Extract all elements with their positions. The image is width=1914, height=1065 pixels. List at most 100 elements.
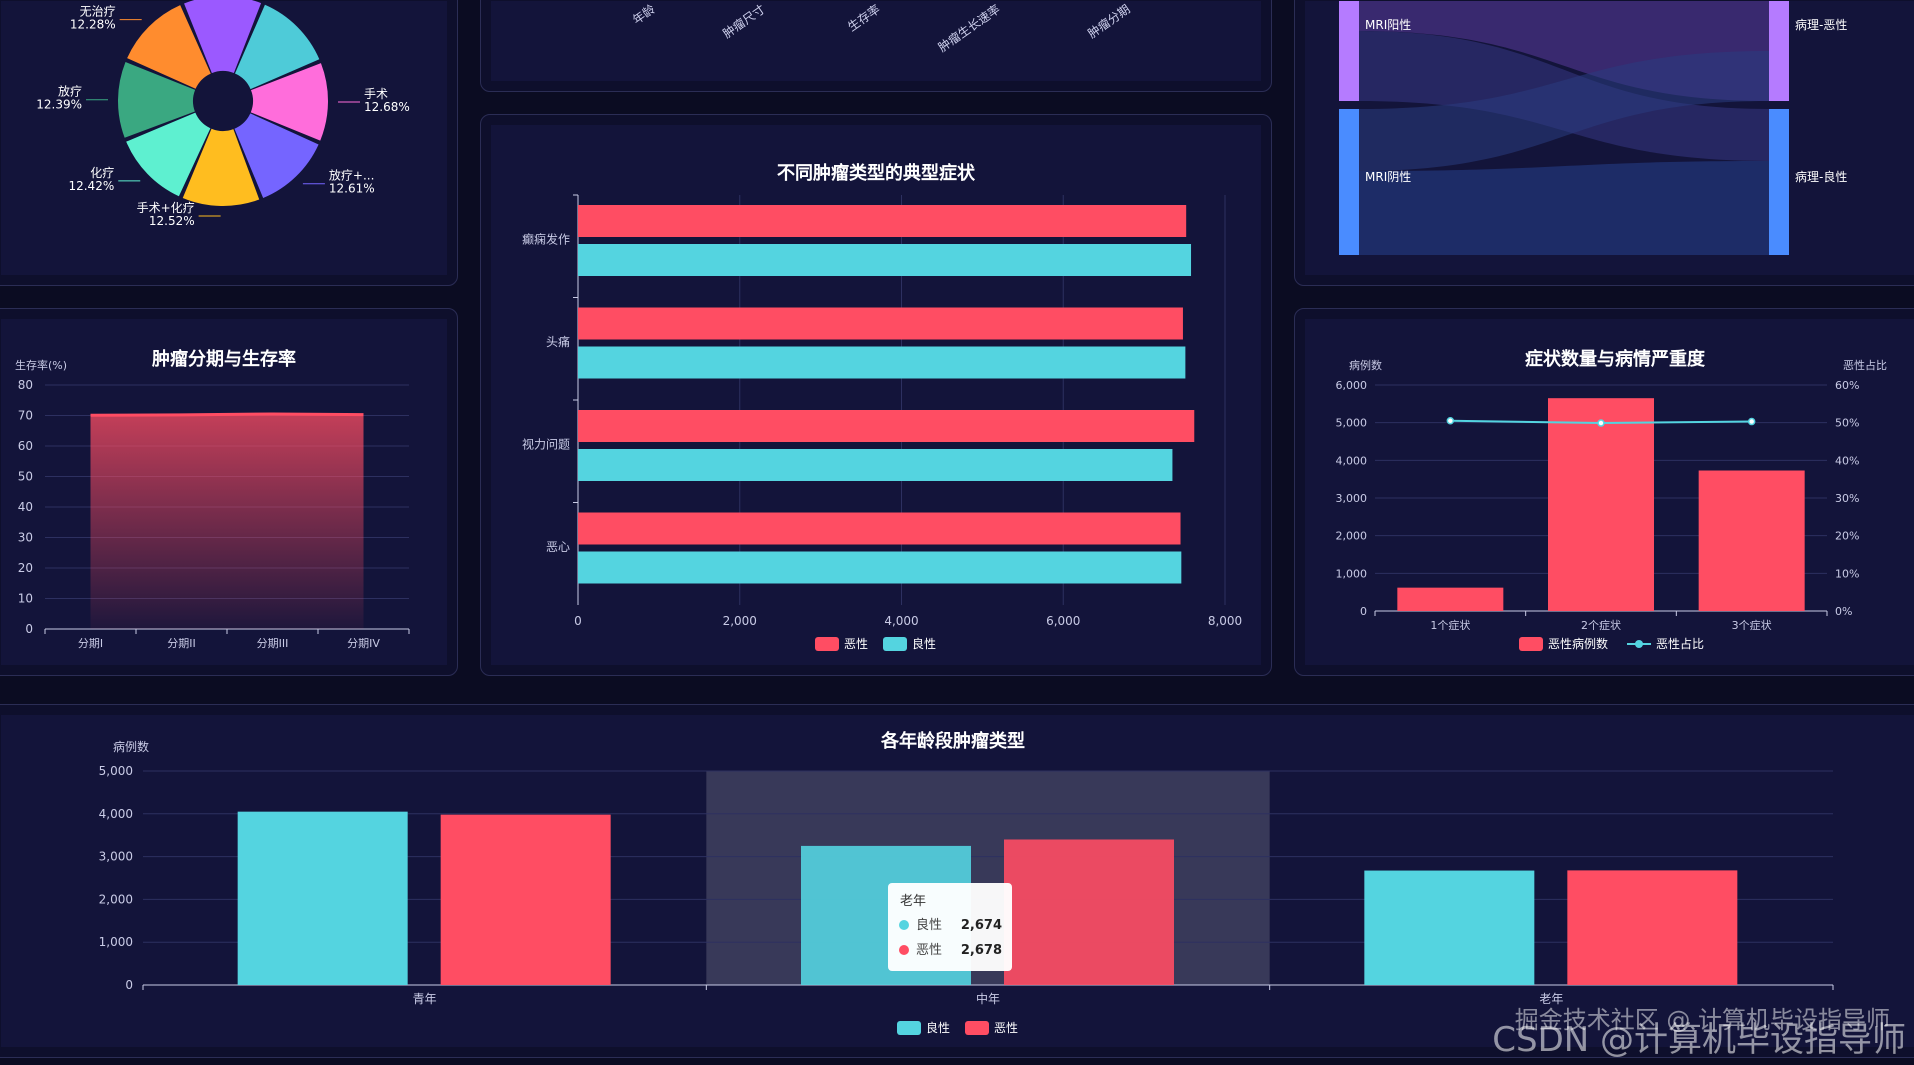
area-xtick-3: 分期IV [347,637,380,650]
age-ytick-4: 4,000 [99,807,133,821]
top-axis-label-0: 年龄 [630,2,658,27]
sev-ytick-right-5: 50% [1835,417,1859,430]
hbar-category-3: 恶心 [546,540,570,554]
hbar-bar-0-2 [578,410,1195,442]
pie-label-4: 放疗+... [329,168,375,183]
age-tooltip-dot-1 [899,945,909,955]
hbar-bar-1-0 [578,244,1192,276]
age-ytick-3: 3,000 [99,850,133,864]
watermark: CSDN @计算机毕设指导师 [1492,1012,1906,1061]
hbar-category-0: 癫痫发作 [522,231,570,246]
area-ytick-1: 10 [18,592,33,606]
pie-value-0: 12.28% [70,18,116,32]
pie-value-7: 12.39% [36,98,82,112]
age-ytick-1: 1,000 [99,935,133,949]
area-ytick-5: 50 [18,470,33,484]
sev-ytick-right-1: 10% [1835,567,1859,580]
pie-value-6: 12.42% [68,179,114,193]
top-center-panel: 年龄 肿瘤尺寸 生存率 肿瘤生长速率 肿瘤分期 [480,0,1272,92]
pie-slice-1 [184,0,262,74]
hbar-xtick-2: 4,000 [884,614,918,628]
age-bar-1-1 [1004,839,1174,985]
sev-ylabel-right: 恶性占比 [1843,358,1887,372]
age-bar-1-2 [1567,870,1738,985]
age-tooltip-dot-0 [899,920,909,930]
pie-slice-7 [117,62,196,138]
watermark-overlay: 掘金技术社区 @ 计算机毕设指导师 [1514,1006,1890,1034]
sev-legend-label-1: 恶性占比 [1656,636,1704,651]
pie-label-3: 手术 [364,87,388,101]
sev-ytick-6: 6,000 [1336,379,1368,392]
hbar-bar-0-1 [578,307,1183,340]
age-bar-0-2 [1364,870,1535,985]
age-ylabel: 病例数 [113,739,149,754]
area-line [90,412,364,417]
sankey-flow-3 [1359,161,1769,255]
sev-point-2 [1747,417,1756,426]
sev-ytick-right-4: 40% [1835,454,1859,467]
area-ytick-2: 20 [18,561,33,575]
sankey-flow-2 [1359,51,1769,171]
age-tooltip-name-1: 恶性 [916,943,942,958]
sev-ytick-4: 4,000 [1336,454,1368,467]
sev-bar-2 [1698,470,1805,611]
sev-bar-0 [1397,587,1504,611]
sev-bar-1 [1548,398,1654,611]
age-tooltip-title: 老年 [900,894,926,909]
severity-panel: 症状数量与病情严重度 0 0% 1,000 10% 2,000 20% 3,000 30% 4,… [1294,308,1914,676]
age-tooltip-box [888,883,1012,971]
sankey-right-node-0 [1769,1,1789,101]
age-bar-0-0 [237,811,408,985]
watermark-text: CSDN @计算机毕设指导师 [1492,1020,1906,1060]
area-ytick-4: 40 [18,500,33,514]
sev-ytick-right-6: 60% [1835,379,1859,392]
hbar-legend-swatch-0 [815,637,839,651]
pie-label-6: 化疗 [90,166,114,180]
survival-panel: 肿瘤分期与生存率 0 10 20 30 40 50 60 70 80 生存率(%) 分期I 分期II 分… [0,308,458,676]
area-ytick-7: 70 [18,409,33,423]
pie-label-7: 放疗 [58,84,82,99]
pie-label-0: 无治疗 [80,5,116,19]
sev-legend-label-0: 恶性病例数 [1548,636,1608,651]
hbar-bar-1-2 [578,449,1173,481]
sev-ytick-5: 5,000 [1336,417,1368,430]
pie-value-5: 12.52% [149,214,195,228]
top-axis-label-2: 生存率 [845,1,883,34]
pie-panel: 无治疗 12.28% 手术 12.68% 放疗+... 12.61% 手术+化疗 12.52%… [0,0,458,286]
area-xtick-0: 分期I [78,637,103,650]
sev-ytick-1: 1,000 [1336,567,1368,580]
sankey-right-node-1 [1769,109,1789,255]
sankey-left-label-0: MRI阳性 [1365,18,1411,32]
sankey-right-label-0: 病理-恶性 [1795,17,1847,32]
age-xtick-1: 中年 [976,991,1000,1006]
pie-label-5: 手术+化疗 [137,201,195,215]
hbar-xtick-0: 0 [574,614,582,628]
pie-value-4: 12.61% [329,182,375,196]
sankey-left-node-0 [1339,1,1359,101]
hbar-xtick-3: 6,000 [1046,614,1080,628]
hbar-xtick-1: 2,000 [723,614,757,628]
age-legend-label-1: 恶性 [994,1021,1018,1035]
area-ylabel: 生存率(%) [15,358,67,372]
sev-xtick-0: 1个症状 [1430,618,1470,632]
sev-legend-dot-1 [1635,640,1643,648]
sev-ytick-3: 3,000 [1336,492,1368,505]
area-ytick-3: 30 [18,531,33,545]
age-ytick-5: 5,000 [99,764,133,778]
pie-slice-2 [234,4,320,90]
area-xtick-2: 分期III [257,637,289,650]
hbar-bar-0-3 [578,512,1181,545]
area-fill [90,413,364,629]
age-panel: 各年龄段肿瘤类型 0 1,000 2,000 3,000 4,000 5,000 病例数 青年… [0,704,1914,1058]
area-ytick-8: 80 [18,378,33,392]
sev-point-1 [1597,419,1605,427]
age-tooltip-name-0: 良性 [916,917,942,933]
age-xtick-0: 青年 [413,992,437,1006]
pie-slice-4 [234,113,319,199]
top-axis-label-3: 肿瘤生长速率 [935,1,1003,55]
sev-point-0 [1446,417,1455,425]
